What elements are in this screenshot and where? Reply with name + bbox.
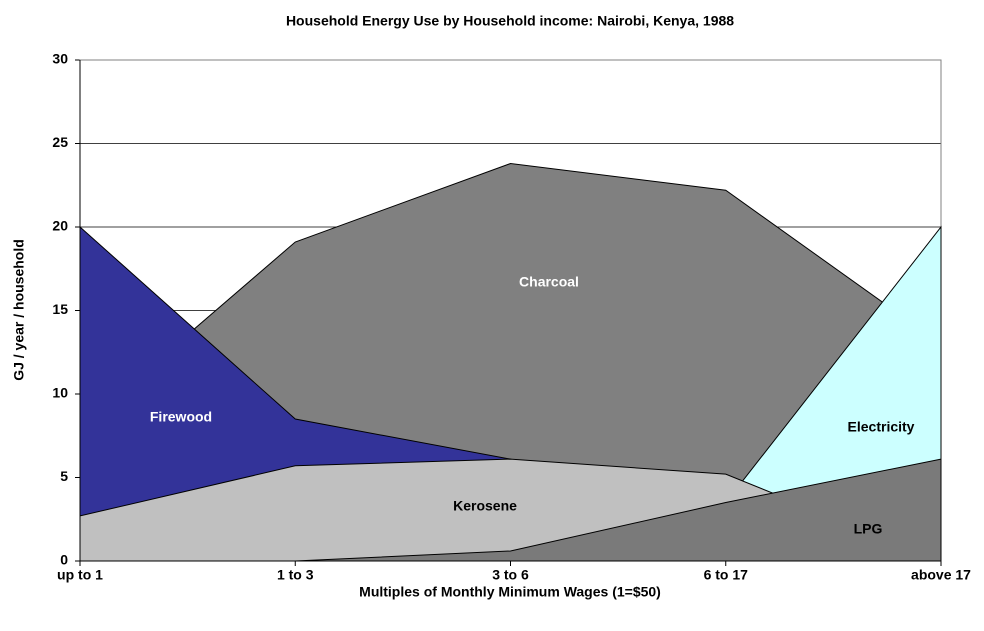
y-tick-label: 10	[52, 385, 68, 401]
series-label: Kerosene	[453, 498, 517, 514]
y-tick-label: 0	[60, 552, 68, 568]
chart-title: Household Energy Use by Household income…	[286, 13, 734, 29]
series-label: Electricity	[848, 419, 915, 435]
x-tick-label: 3 to 6	[492, 567, 529, 583]
y-tick-label: 30	[52, 51, 68, 67]
x-axis-label: Multiples of Monthly Minimum Wages (1=$5…	[359, 584, 661, 600]
y-tick-label: 15	[52, 301, 68, 317]
x-tick-label: 6 to 17	[704, 567, 749, 583]
x-tick-label: up to 1	[57, 567, 103, 583]
y-tick-label: 25	[52, 134, 68, 150]
y-tick-label: 5	[60, 468, 68, 484]
y-tick-label: 20	[52, 218, 68, 234]
series-label: LPG	[854, 521, 883, 537]
x-tick-label: 1 to 3	[277, 567, 314, 583]
y-axis-label: GJ / year / household	[11, 239, 27, 381]
x-tick-label: above 17	[911, 567, 971, 583]
series-label: Charcoal	[519, 274, 579, 290]
series-label: Firewood	[150, 409, 212, 425]
